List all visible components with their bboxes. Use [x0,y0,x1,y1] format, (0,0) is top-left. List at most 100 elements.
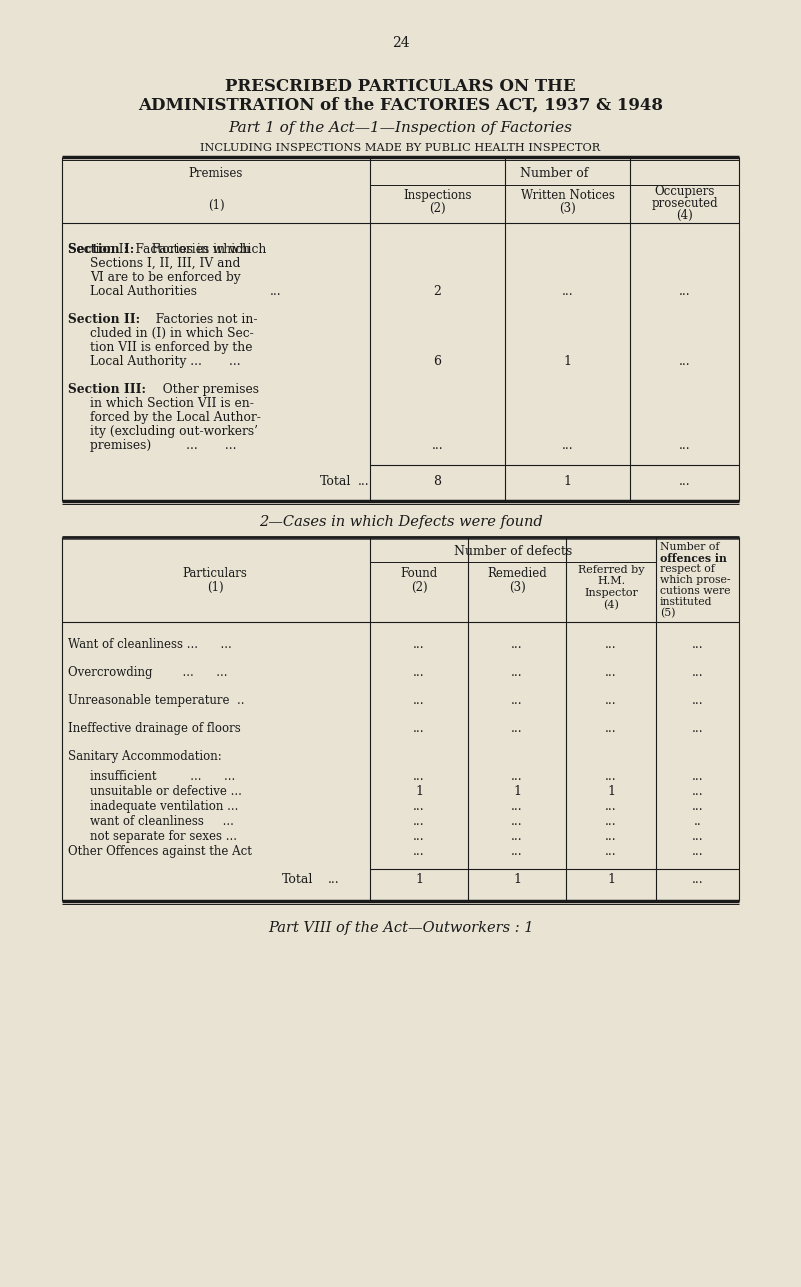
Text: Found: Found [400,568,437,580]
Text: ity (excluding out-workers’: ity (excluding out-workers’ [90,425,258,438]
Text: ...: ... [692,801,703,813]
Text: ...: ... [678,355,690,368]
Text: ...: ... [511,638,523,651]
Text: Particulars: Particulars [183,568,248,580]
Text: unsuitable or defective ...: unsuitable or defective ... [90,785,242,798]
Text: tion VII is enforced by the: tion VII is enforced by the [90,341,252,354]
Text: Remedied: Remedied [487,568,547,580]
Text: forced by the Local Author-: forced by the Local Author- [90,411,261,423]
Text: ...: ... [606,830,617,843]
Text: Number of: Number of [660,542,719,552]
Text: (1): (1) [207,580,223,595]
Text: ...: ... [606,722,617,735]
Text: instituted: instituted [660,597,713,607]
Text: prosecuted: prosecuted [651,197,718,210]
Text: Part VIII of the Act—Outworkers : 1: Part VIII of the Act—Outworkers : 1 [268,921,533,934]
Text: ...: ... [511,830,523,843]
Text: 1: 1 [607,785,615,798]
Text: 24: 24 [392,36,409,50]
Text: 1: 1 [415,873,423,885]
Text: ...: ... [413,770,425,782]
Text: Section I:  Factories in which: Section I: Factories in which [68,243,250,256]
Text: Overcrowding        ...      ...: Overcrowding ... ... [68,665,227,680]
Text: ...: ... [413,815,425,828]
Text: (4): (4) [676,208,693,221]
Text: ...: ... [328,873,340,885]
Text: ...: ... [606,846,617,858]
Text: 2—Cases in which Defects were found: 2—Cases in which Defects were found [259,515,542,529]
Text: ...: ... [413,694,425,707]
Text: ...: ... [562,284,574,299]
Text: ...: ... [692,665,703,680]
Text: in which Section VII is en-: in which Section VII is en- [90,396,254,411]
Text: Inspections: Inspections [403,189,472,202]
Text: inadequate ventilation ...: inadequate ventilation ... [90,801,239,813]
Text: ...: ... [432,439,443,452]
Text: 8: 8 [433,475,441,488]
Text: Local Authority ...       ...: Local Authority ... ... [90,355,240,368]
Text: Unreasonable temperature  ..: Unreasonable temperature .. [68,694,244,707]
Text: (5): (5) [660,607,675,618]
Text: 2: 2 [433,284,441,299]
Text: ...: ... [678,439,690,452]
Text: Section III:: Section III: [68,384,146,396]
Text: Sanitary Accommodation:: Sanitary Accommodation: [68,750,222,763]
Text: ...: ... [692,694,703,707]
Text: not separate for sexes ...: not separate for sexes ... [90,830,237,843]
Text: cluded in (I) in which Sec-: cluded in (I) in which Sec- [90,327,254,340]
Text: ...: ... [358,475,369,488]
Text: 1: 1 [513,785,521,798]
Text: 6: 6 [433,355,441,368]
Text: (3): (3) [559,202,576,215]
Text: ...: ... [413,638,425,651]
Text: (2): (2) [411,580,427,595]
Text: ...: ... [511,846,523,858]
Text: ...: ... [511,722,523,735]
Text: ...: ... [678,475,690,488]
Text: ...: ... [413,801,425,813]
Text: ...: ... [413,665,425,680]
Text: offences in: offences in [660,553,727,564]
Text: INCLUDING INSPECTIONS MADE BY PUBLIC HEALTH INSPECTOR: INCLUDING INSPECTIONS MADE BY PUBLIC HEA… [200,143,601,153]
Text: 1: 1 [607,873,615,885]
Text: respect of: respect of [660,564,714,574]
Text: Inspector: Inspector [584,588,638,598]
Text: ...: ... [413,722,425,735]
Text: ...: ... [606,770,617,782]
Text: ...: ... [511,694,523,707]
Text: PRESCRIBED PARTICULARS ON THE: PRESCRIBED PARTICULARS ON THE [225,79,576,95]
Text: (1): (1) [207,199,224,212]
Text: insufficient         ...      ...: insufficient ... ... [90,770,235,782]
Text: Number of: Number of [521,167,589,180]
Text: ...: ... [511,815,523,828]
Text: cutions were: cutions were [660,586,731,596]
Text: ...: ... [692,638,703,651]
Text: Part 1 of the Act—1—Inspection of Factories: Part 1 of the Act—1—Inspection of Factor… [228,121,573,135]
Text: ...: ... [511,801,523,813]
Text: 1: 1 [513,873,521,885]
Text: ...: ... [692,770,703,782]
Text: ...: ... [511,665,523,680]
Text: Occupiers: Occupiers [654,185,714,198]
Text: (3): (3) [509,580,525,595]
Text: ...: ... [562,439,574,452]
Text: 1: 1 [415,785,423,798]
Text: ...: ... [678,284,690,299]
Text: ...: ... [511,770,523,782]
Text: (2): (2) [429,202,446,215]
Text: ...: ... [692,722,703,735]
Text: ...: ... [606,638,617,651]
Text: Ineffective drainage of floors: Ineffective drainage of floors [68,722,241,735]
Text: Sections I, II, III, IV and: Sections I, II, III, IV and [90,257,240,270]
Text: Number of defects: Number of defects [454,544,572,559]
Text: Factories not in-: Factories not in- [148,313,257,326]
Text: VI are to be enforced by: VI are to be enforced by [90,272,240,284]
Text: ...: ... [413,846,425,858]
Text: which prose-: which prose- [660,575,731,586]
Text: Other premises: Other premises [155,384,259,396]
Text: ...: ... [270,284,282,299]
Text: 1: 1 [563,475,571,488]
Text: ...: ... [692,873,703,885]
Text: Section II:: Section II: [68,313,140,326]
Text: ...: ... [692,846,703,858]
